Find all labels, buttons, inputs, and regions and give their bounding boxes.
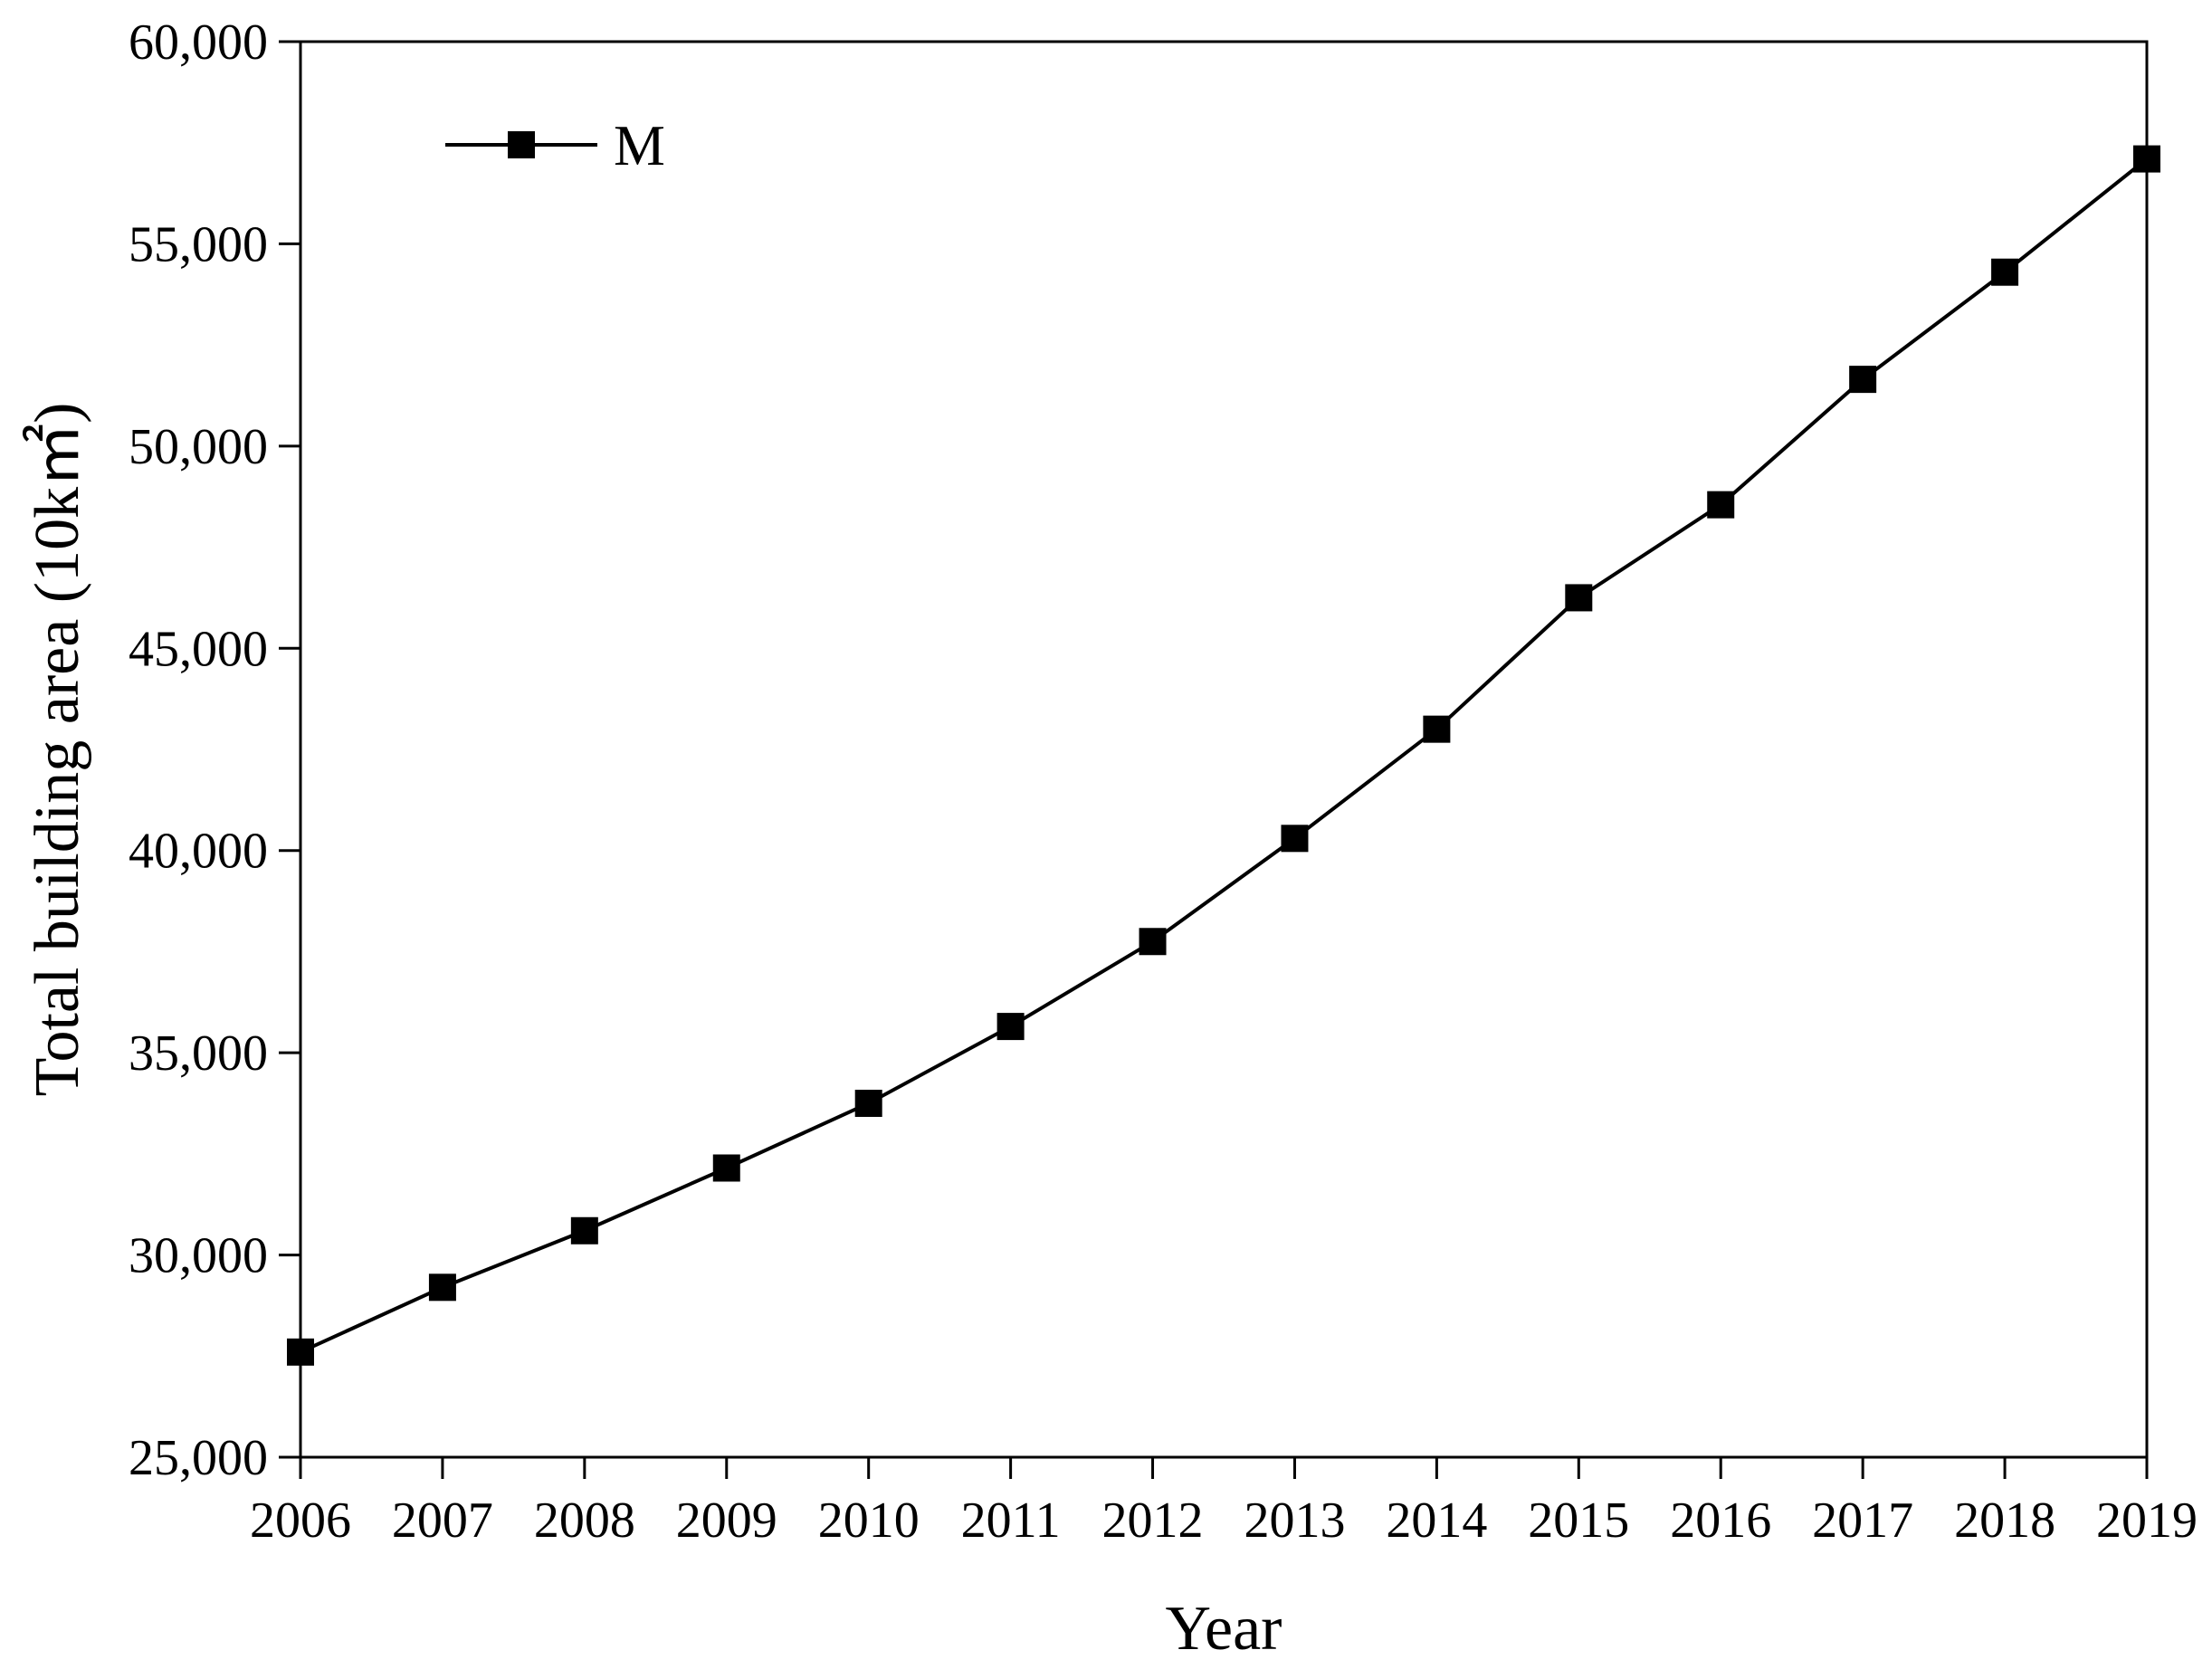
plot-border [299, 40, 2149, 1459]
data-point [1281, 825, 1309, 853]
y-tick-label: 40,000 [129, 824, 268, 880]
x-axis: 2006 2007 2008 2009 2010 2011 2012 2013 2014 2015… [250, 1457, 2198, 1549]
x-tick-label: 2016 [1670, 1493, 1771, 1549]
data-point [1849, 366, 1877, 394]
data-point [1565, 584, 1593, 612]
data-point [287, 1338, 314, 1366]
data-point [1991, 258, 2019, 286]
x-tick-label: 2014 [1386, 1493, 1487, 1549]
x-tick-label: 2013 [1244, 1493, 1345, 1549]
plot-frame [299, 40, 2149, 1459]
x-tick-label: 2006 [250, 1493, 351, 1549]
y-axis: 25,000 30,000 35,000 40,000 45,000 50,000 55,0… [129, 14, 300, 1486]
y-axis-title: Total building area (10k㎡) [22, 403, 92, 1097]
y-tick-label: 60,000 [129, 14, 268, 71]
x-tick-label: 2018 [1954, 1493, 2055, 1549]
x-tick-label: 2011 [961, 1493, 1061, 1549]
series-layer [287, 145, 2160, 1366]
legend-marker [508, 131, 535, 158]
x-tick-label: 2007 [392, 1493, 493, 1549]
y-tick-label: 45,000 [129, 621, 268, 677]
y-tick-label: 35,000 [129, 1025, 268, 1082]
x-axis-title: Year [1166, 1594, 1282, 1664]
y-tick-label: 25,000 [129, 1430, 268, 1486]
data-point [570, 1216, 598, 1245]
y-tick-label: 55,000 [129, 216, 268, 272]
data-point [1423, 715, 1451, 743]
x-tick-label: 2017 [1812, 1493, 1913, 1549]
x-tick-label: 2010 [818, 1493, 920, 1549]
x-tick-label: 2012 [1102, 1493, 1204, 1549]
data-point [1139, 928, 1167, 956]
data-point [712, 1154, 740, 1182]
data-point [854, 1090, 882, 1117]
y-tick-label: 50,000 [129, 419, 268, 475]
data-point [428, 1273, 456, 1302]
x-tick-label: 2019 [2096, 1493, 2198, 1549]
series-line-M [300, 157, 2149, 1354]
legend: M [445, 113, 665, 177]
y-tick-label: 30,000 [129, 1228, 268, 1284]
x-tick-label: 2015 [1528, 1493, 1629, 1549]
x-tick-label: 2009 [676, 1493, 777, 1549]
legend-label: M [614, 113, 665, 177]
data-point [1707, 491, 1735, 519]
data-point [2133, 145, 2160, 173]
data-point [996, 1013, 1025, 1041]
x-tick-label: 2008 [534, 1493, 635, 1549]
